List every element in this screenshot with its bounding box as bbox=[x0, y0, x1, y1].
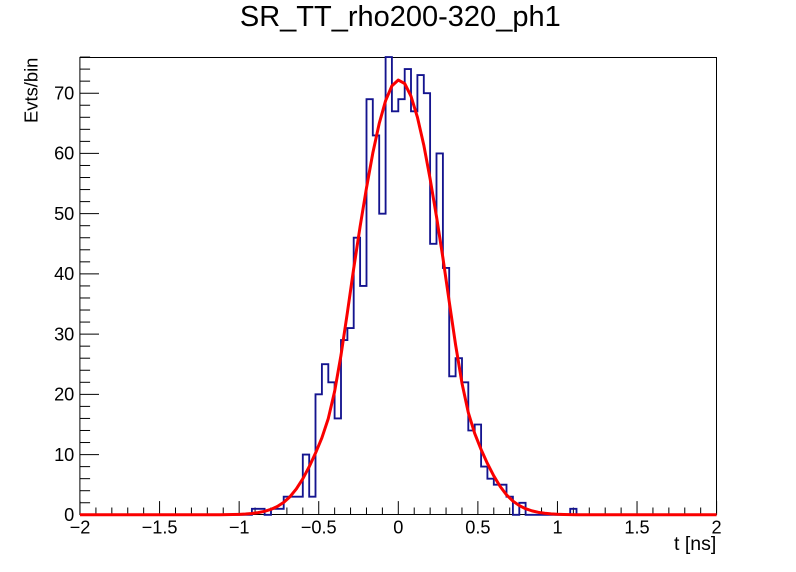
svg-text:10: 10 bbox=[54, 445, 74, 465]
svg-text:50: 50 bbox=[54, 204, 74, 224]
svg-text:−0.5: −0.5 bbox=[301, 517, 337, 537]
svg-text:−2: −2 bbox=[70, 517, 91, 537]
svg-text:SR_TT_rho200-320_ph1: SR_TT_rho200-320_ph1 bbox=[240, 1, 561, 33]
svg-text:Evts/bin: Evts/bin bbox=[21, 58, 42, 123]
svg-text:−1.5: −1.5 bbox=[142, 517, 178, 537]
svg-text:20: 20 bbox=[54, 385, 74, 405]
svg-text:70: 70 bbox=[54, 84, 74, 104]
svg-text:2: 2 bbox=[712, 517, 722, 537]
svg-text:1: 1 bbox=[552, 517, 562, 537]
svg-text:−1: −1 bbox=[229, 517, 250, 537]
svg-text:40: 40 bbox=[54, 264, 74, 284]
svg-text:t [ns]: t [ns] bbox=[674, 533, 716, 555]
svg-text:1.5: 1.5 bbox=[624, 517, 649, 537]
svg-text:0: 0 bbox=[393, 517, 403, 537]
svg-text:0.5: 0.5 bbox=[465, 517, 490, 537]
svg-text:60: 60 bbox=[54, 144, 74, 164]
svg-text:30: 30 bbox=[54, 324, 74, 344]
svg-text:0: 0 bbox=[64, 505, 74, 525]
